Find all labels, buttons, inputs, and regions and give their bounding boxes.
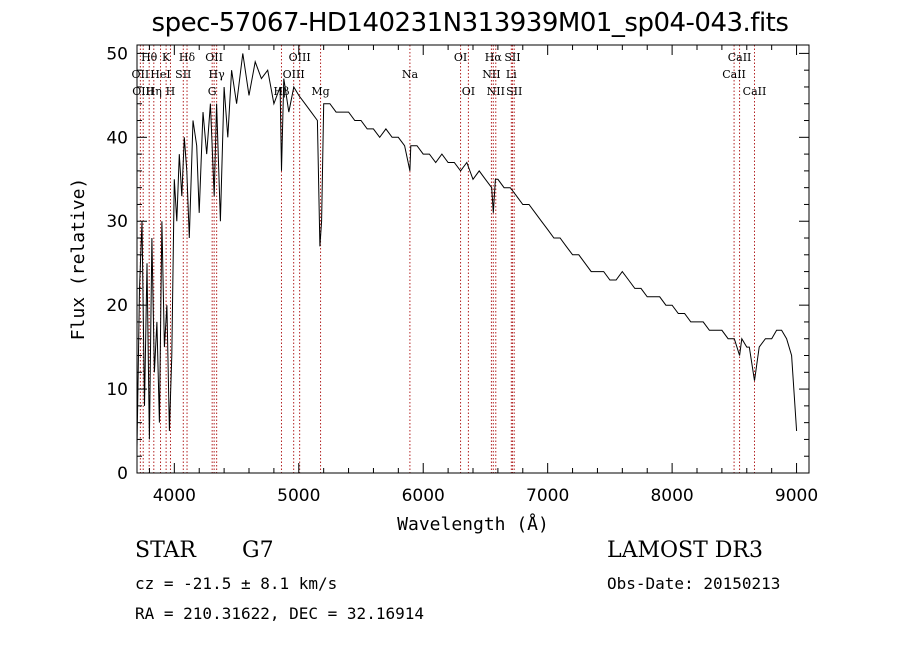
line-marker-label: G [208, 85, 217, 98]
line-marker-label: Hα [485, 51, 503, 64]
line-marker-label: H [166, 85, 176, 98]
axis-ticks [137, 45, 809, 474]
line-marker-label: CaII [728, 51, 752, 64]
x-tick-label: 4000 [153, 486, 196, 506]
spectral-subclass: G7 [242, 538, 274, 563]
coordinates-readout: RA = 210.31622, DEC = 32.16914 [135, 604, 424, 623]
line-marker-label: OII [132, 68, 150, 81]
x-axis-label: Wavelength (Å) [397, 513, 549, 535]
line-markers [139, 45, 755, 473]
line-marker-label: SII [504, 51, 520, 64]
y-tick-label: 30 [106, 212, 128, 232]
x-tick-label: 5000 [277, 486, 320, 506]
x-tick-label: 7000 [526, 486, 569, 506]
survey-name: LAMOST DR3 [607, 538, 763, 563]
line-marker-label: Hγ [209, 68, 226, 81]
line-marker-label: Hη [146, 85, 162, 98]
line-marker-label: Li [506, 68, 517, 81]
line-marker-label: SII [175, 68, 191, 81]
line-marker-label: NII [482, 68, 500, 81]
line-marker-label: HeI [150, 68, 170, 81]
spectrum-line [136, 53, 798, 448]
line-marker-label: Hθ [141, 51, 158, 64]
line-marker-label: Hβ [274, 85, 290, 98]
x-tick-label: 9000 [775, 486, 818, 506]
plot-frame [136, 44, 810, 474]
line-marker-label: OII [205, 51, 223, 64]
line-marker-label: SII [506, 85, 522, 98]
y-tick-label: 40 [106, 128, 128, 148]
line-marker-label: Hδ [179, 51, 196, 64]
y-tick-label: 20 [106, 296, 128, 316]
line-marker-label: NII [487, 85, 505, 98]
line-marker-label: OIII [289, 51, 311, 64]
line-marker-label: OIII [283, 68, 305, 81]
y-tick-label: 0 [117, 464, 128, 484]
y-tick-label: 10 [106, 380, 128, 400]
line-marker-label: Na [402, 68, 419, 81]
observation-date: Obs-Date: 20150213 [607, 574, 781, 593]
line-marker-label: OI [462, 85, 475, 98]
line-marker-label: Mg [311, 85, 329, 98]
x-tick-label: 6000 [402, 486, 445, 506]
line-marker-label: CaII [743, 85, 767, 98]
redshift-readout: cz = -21.5 ± 8.1 km/s [135, 574, 338, 593]
y-tick-label: 50 [106, 44, 128, 64]
line-marker-label: OIII [132, 85, 154, 98]
y-axis-label: Flux (relative) [68, 178, 89, 341]
chart-title: spec-57067-HD140231N313939M01_sp04-043.f… [151, 8, 789, 38]
x-tick-label: 8000 [650, 486, 693, 506]
line-marker-label: OI [454, 51, 467, 64]
object-class: STAR [135, 538, 196, 563]
line-marker-label: K [162, 51, 171, 64]
line-marker-label: CaII [722, 68, 746, 81]
axis-tick-labels: 4000 5000 6000 7000 8000 9000 0 10 20 30 40 50 [106, 44, 818, 506]
